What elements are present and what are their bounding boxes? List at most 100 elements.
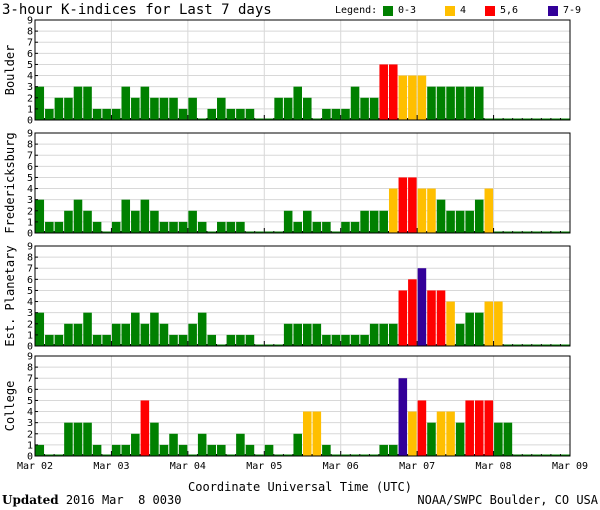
k-index-bar xyxy=(245,334,255,346)
k-index-bar xyxy=(551,231,560,233)
k-index-bar xyxy=(245,108,255,120)
updated-value: 2016 Mar 8 0030 xyxy=(58,493,182,507)
k-index-bar xyxy=(140,199,150,233)
y-tick-label: 4 xyxy=(27,71,33,82)
k-index-bar xyxy=(274,344,283,346)
k-index-bar xyxy=(150,210,159,233)
y-tick-label: 9 xyxy=(27,352,33,363)
k-index-bar xyxy=(121,199,131,233)
y-tick-label: 0 xyxy=(27,342,33,353)
k-index-bar xyxy=(369,323,379,346)
k-index-bar xyxy=(503,422,513,456)
k-index-bar xyxy=(255,118,264,120)
k-index-bar xyxy=(188,323,197,346)
k-index-bar xyxy=(455,323,465,346)
k-index-bar xyxy=(54,454,64,456)
k-index-bar xyxy=(560,344,570,346)
k-index-bar xyxy=(331,108,341,120)
k-index-bar xyxy=(427,422,436,456)
k-index-bar xyxy=(417,188,427,233)
y-tick-label: 2 xyxy=(27,93,33,104)
k-index-bar xyxy=(455,210,465,233)
x-axis-title: Coordinate Universal Time (UTC) xyxy=(188,480,412,494)
k-index-bar xyxy=(427,188,436,233)
k-index-bar xyxy=(64,210,73,233)
y-tick-label: 1 xyxy=(27,104,33,115)
k-index-bar xyxy=(532,454,541,456)
k-index-bar xyxy=(64,422,73,456)
k-index-bar xyxy=(341,454,350,456)
k-index-bar xyxy=(369,97,379,120)
k-index-bar xyxy=(322,334,331,346)
k-index-bar xyxy=(446,210,455,233)
legend-swatch-7-9 xyxy=(548,6,558,16)
y-tick-label: 1 xyxy=(27,440,33,451)
y-tick-label: 8 xyxy=(27,27,33,38)
k-index-bar xyxy=(283,323,293,346)
k-index-bar xyxy=(283,210,293,233)
k-index-bar xyxy=(178,108,188,120)
k-index-bar xyxy=(197,312,207,346)
k-index-bar xyxy=(369,210,379,233)
legend-swatch-4 xyxy=(445,6,455,16)
k-index-bar xyxy=(465,210,474,233)
y-tick-label: 8 xyxy=(27,140,33,151)
k-index-bar xyxy=(455,86,465,120)
k-index-bar xyxy=(283,97,293,120)
x-tick-label: Mar 09 xyxy=(552,461,588,472)
k-index-bar xyxy=(484,301,494,346)
k-index-bar xyxy=(331,231,341,233)
k-index-chart: 0123456789Boulder0123456789Fredericksbur… xyxy=(3,16,588,473)
k-index-bar xyxy=(159,323,169,346)
k-index-bar xyxy=(54,334,64,346)
k-index-bar xyxy=(398,378,408,456)
x-tick-label: Mar 03 xyxy=(93,461,129,472)
k-index-bar xyxy=(522,118,532,120)
k-index-bar xyxy=(474,86,484,120)
chart-title: 3-hour K-indices for Last 7 days xyxy=(2,2,272,18)
k-index-bar xyxy=(73,323,83,346)
k-index-bar xyxy=(293,323,302,346)
k-index-bar xyxy=(551,454,560,456)
k-index-bar xyxy=(92,444,102,456)
k-index-bar xyxy=(226,454,236,456)
k-index-bar xyxy=(111,108,121,120)
k-index-bar xyxy=(436,290,446,346)
k-index-bar xyxy=(121,86,131,120)
k-index-bar xyxy=(217,344,226,346)
k-index-bar xyxy=(436,199,446,233)
k-index-bar xyxy=(560,454,570,456)
k-index-bar xyxy=(178,334,188,346)
k-index-bar xyxy=(73,86,83,120)
k-index-bar xyxy=(322,108,331,120)
k-index-bar xyxy=(465,86,474,120)
k-index-bar xyxy=(178,444,188,456)
x-tick-label: Mar 02 xyxy=(17,461,53,472)
panel-label: Est. Planetary xyxy=(3,245,17,346)
panel-label: Fredericksburg xyxy=(3,132,17,233)
k-index-bar xyxy=(274,454,283,456)
k-index-bar xyxy=(64,97,73,120)
k-index-bar xyxy=(379,64,388,120)
k-index-bar xyxy=(360,97,369,120)
k-index-bar xyxy=(73,199,83,233)
k-index-bar xyxy=(92,221,102,233)
k-index-bar xyxy=(331,334,341,346)
k-index-bar xyxy=(178,221,188,233)
k-index-bar xyxy=(245,444,255,456)
k-index-bar xyxy=(541,454,551,456)
k-index-bar xyxy=(312,323,322,346)
k-index-bar xyxy=(102,334,111,346)
k-index-bar xyxy=(169,221,178,233)
y-tick-label: 8 xyxy=(27,363,33,374)
k-index-bar xyxy=(341,334,350,346)
k-index-bar xyxy=(408,177,417,233)
k-index-bar xyxy=(350,221,360,233)
y-tick-label: 3 xyxy=(27,418,33,429)
k-index-bar xyxy=(436,411,446,456)
k-index-bar xyxy=(522,231,532,233)
k-index-bar xyxy=(102,108,111,120)
k-index-bar xyxy=(159,221,169,233)
y-tick-label: 7 xyxy=(27,374,33,385)
k-index-bar xyxy=(388,188,398,233)
